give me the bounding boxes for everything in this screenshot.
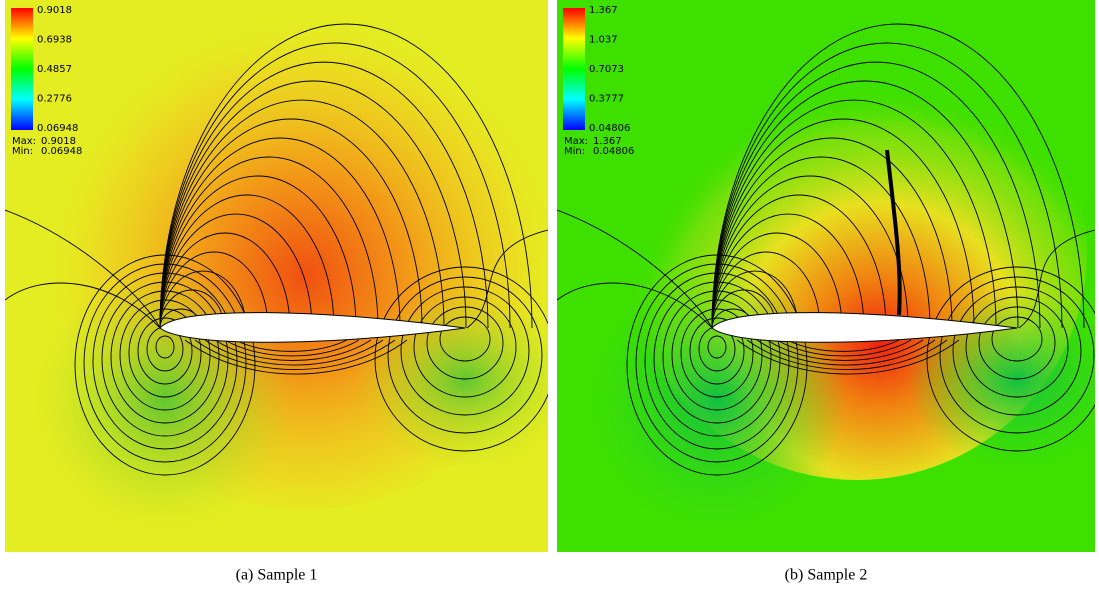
contour-line [184,339,408,375]
field [5,0,548,552]
contour-line [626,254,808,476]
contour-line [711,251,821,329]
colorbar [11,8,33,130]
contour-line [711,156,931,329]
contour-line [387,276,543,434]
contour-line [991,316,1043,362]
contour-line [101,281,229,437]
contour-line [155,335,175,359]
min-value: 0.04806 [593,146,634,157]
colorbar-label: 0.7073 [589,64,624,75]
contour-line [159,80,467,329]
contour-line [159,137,401,329]
contour-line [128,308,202,398]
caption: (b) Sample 2 [785,567,868,584]
min-label: Min: [564,146,585,157]
contour-line [711,194,887,329]
contour-line [374,266,548,452]
contour-line [137,317,193,385]
colorbar-label: 0.3777 [589,94,624,105]
contour-line [413,296,517,398]
contour-line [224,339,360,357]
colorbar-label: 0.04806 [589,123,630,134]
contour-line [214,339,372,361]
colorbar-label: 0.6938 [37,35,72,46]
min-label: Min: [12,146,33,157]
contour-line [439,316,491,362]
colorbar-label: 0.9018 [37,5,72,16]
contour-line [400,286,530,416]
contour-line [711,118,975,329]
contour-line [756,339,936,366]
contour-line [680,308,754,398]
max-label: Max: [12,136,36,147]
airfoil [159,312,466,343]
contour-line [159,42,511,329]
contour-line [159,232,291,329]
max-label: Max: [564,136,588,147]
colorbar-label: 1.367 [589,5,618,16]
contour-line [466,229,548,329]
airfoil [711,312,1018,343]
contour-line [711,289,777,329]
field [557,0,1095,552]
contour-line [952,286,1082,416]
colorbar-label: 0.06948 [37,123,78,134]
contour-line [74,254,256,476]
contour-line [939,276,1095,434]
contour-line [711,99,997,329]
contour-line [159,118,423,329]
contour-line [746,339,948,370]
contour-line [711,42,1063,329]
contour-line [926,266,1095,452]
contour-line [159,175,357,329]
contour-line [711,61,1041,329]
contour-line [776,339,912,357]
contour-line [689,317,745,385]
contour-line [194,339,396,370]
contour-line [234,339,348,352]
contour-line [1018,229,1095,329]
contour-line [786,339,900,352]
colorbar [563,8,585,130]
contour-line [766,339,924,361]
contour-line [707,335,727,359]
shock-line [885,149,902,316]
contour-line [965,296,1069,398]
contour-line [159,270,247,329]
contour-line [159,213,313,329]
contour-line [711,80,1019,329]
contour-line [978,306,1056,380]
contour-line [711,270,799,329]
contour-line [110,290,220,424]
contour-line [159,194,335,329]
contour-line [159,156,379,329]
contour-line [159,23,533,329]
contour-line [204,339,384,366]
contour-line [653,281,781,437]
colorbar-label: 0.2776 [37,94,72,105]
contour-line [159,289,225,329]
contour-line [426,306,504,380]
caption: (a) Sample 1 [236,567,318,584]
max-value: 0.9018 [41,136,76,147]
contour-line [711,23,1085,329]
contour-line [711,232,843,329]
max-value: 1.367 [593,136,622,147]
contour-line [662,290,772,424]
contour-line [159,61,489,329]
contour-line [736,339,960,375]
contour-line [711,213,865,329]
contour-line [159,251,269,329]
colorbar-label: 0.4857 [37,64,72,75]
contour-line [159,99,445,329]
colorbar-label: 1.037 [589,35,618,46]
min-value: 0.06948 [41,146,82,157]
contour-line [711,137,953,329]
